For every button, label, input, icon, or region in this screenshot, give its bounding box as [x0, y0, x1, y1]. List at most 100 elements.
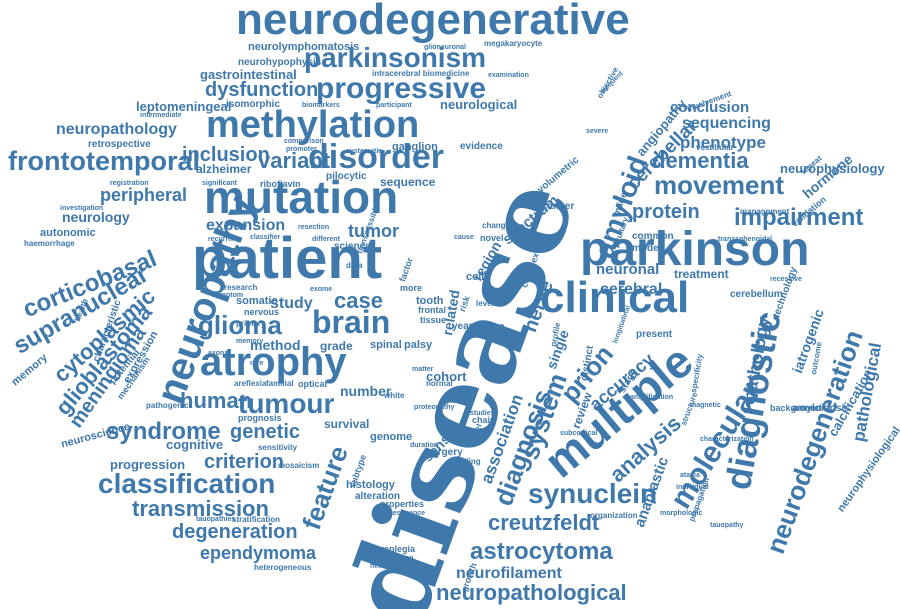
cloud-word: riboflavin: [260, 179, 301, 189]
cloud-word: surgery: [426, 447, 463, 458]
cloud-word: dysfunction: [205, 79, 319, 101]
cloud-word: tauopathies: [196, 516, 236, 523]
cloud-word: protein: [632, 201, 700, 223]
cloud-word: vestibular: [696, 143, 734, 152]
cloud-word: promoter: [286, 146, 317, 153]
cloud-word: megakaryocyte: [484, 39, 543, 48]
cloud-word: variant: [258, 148, 331, 173]
cloud-word: autonomic: [40, 227, 96, 239]
cloud-word: change: [482, 221, 511, 230]
cloud-word: ganglion: [392, 141, 438, 153]
cloud-word: neurodegenerative: [236, 0, 630, 44]
cloud-word: genetic: [230, 421, 301, 443]
cloud-word: amplification: [630, 394, 674, 401]
cloud-word: stratification: [232, 515, 281, 524]
cloud-word: isomorphic: [226, 99, 280, 110]
cloud-word: level: [476, 299, 494, 308]
cloud-word: different: [312, 236, 340, 243]
cloud-word: heterogeneity: [370, 563, 416, 570]
cloud-word: neurophysiology: [780, 161, 885, 176]
cloud-word: duration: [410, 442, 438, 449]
cloud-word: white: [384, 391, 405, 400]
cloud-word: axonal: [208, 350, 231, 357]
cloud-word: chain: [472, 415, 496, 425]
cloud-word: novel: [480, 233, 504, 243]
cloud-word: participant: [376, 102, 412, 109]
cloud-word: brain: [312, 304, 391, 340]
cloud-word: conclusion: [670, 99, 750, 116]
cloud-word: resection: [298, 224, 330, 231]
cloud-word: sequencing: [682, 115, 771, 132]
cloud-word: progression: [110, 457, 186, 472]
cloud-word: properties: [380, 499, 425, 509]
cloud-word: inclusion: [182, 144, 270, 166]
cloud-word: movement: [654, 170, 785, 200]
cloud-word: morphologic: [660, 510, 703, 517]
cloud-word: examination: [488, 72, 529, 79]
cloud-word: creutzfeldt: [488, 510, 600, 535]
cloud-word: optical: [298, 379, 328, 389]
cloud-word: severe: [586, 128, 609, 135]
cloud-word: volumetric: [535, 154, 582, 196]
cloud-word: subcortical: [560, 430, 598, 437]
cloud-word: nervous: [244, 307, 280, 317]
cloud-word: recurrent: [208, 236, 239, 243]
cloud-word: finding: [454, 457, 481, 466]
cloud-word: dementia: [652, 148, 749, 173]
cloud-word: organization: [590, 511, 638, 520]
cloud-word: alteration: [355, 491, 401, 502]
cloud-word: neurolymphomatosis: [248, 41, 360, 53]
cloud-word: clinical: [540, 273, 690, 322]
cloud-word: prognosis: [238, 413, 282, 423]
cloud-word: neuropathology: [56, 121, 177, 138]
cloud-word: evidence: [460, 141, 503, 152]
cloud-word: recessive: [770, 276, 802, 283]
cloud-word: pilocytic: [326, 171, 367, 182]
cloud-word: parkinson: [580, 223, 810, 276]
cloud-word: individual: [676, 484, 709, 491]
cloud-word: impairment: [734, 204, 864, 231]
cloud-word: structure: [679, 391, 700, 427]
cloud-word: ataxia: [680, 472, 700, 479]
cloud-word: neuronal: [596, 261, 660, 278]
cloud-word: model: [632, 243, 662, 254]
cloud-word: normal: [426, 379, 453, 388]
cloud-word: cause: [454, 234, 474, 241]
cloud-word: more: [400, 283, 423, 293]
cloud-word: specificity: [689, 353, 705, 394]
cloud-word: criterion: [204, 451, 285, 473]
cloud-word: human: [180, 388, 253, 413]
cloud-word: leptomeningeal: [136, 99, 232, 114]
cloud-word: magnetic: [690, 402, 721, 409]
cloud-word: case: [334, 288, 383, 313]
cloud-word: iatrogenic: [789, 306, 827, 376]
cloud-word: hormone: [799, 150, 856, 202]
cloud-word: neurological: [440, 97, 518, 112]
cloud-word: mosaicism: [278, 461, 320, 470]
cloud-word: memory: [236, 338, 264, 345]
cloud-word: systematic: [346, 148, 383, 155]
cloud-word: proteopathy: [414, 404, 455, 411]
cloud-word: type: [482, 321, 505, 333]
cloud-word: investigation: [60, 205, 104, 212]
cloud-word: number: [340, 383, 392, 399]
cloud-word: common: [632, 231, 674, 242]
cloud-word: phenotype: [680, 133, 766, 152]
cloud-word: ependymoma: [200, 543, 317, 563]
cloud-word: somatic: [236, 295, 278, 307]
cloud-word: glioma: [198, 310, 282, 340]
cloud-word: methylation: [206, 104, 420, 146]
cloud-word: sequence: [380, 175, 436, 189]
cloud-word: genome: [370, 431, 413, 443]
cloud-word: intracerebral biomedicine: [372, 69, 470, 78]
cloud-word: characterization: [700, 436, 754, 443]
cloud-word: degeneration: [172, 521, 298, 543]
cloud-word: expansion: [206, 217, 286, 234]
cloud-word: memory: [9, 351, 50, 389]
cloud-word: transmission: [132, 496, 269, 521]
cloud-word: exome: [310, 286, 333, 293]
cloud-word: familial: [266, 379, 294, 388]
cloud-word: research: [224, 283, 258, 292]
cloud-word: glioneuronal: [424, 44, 466, 51]
